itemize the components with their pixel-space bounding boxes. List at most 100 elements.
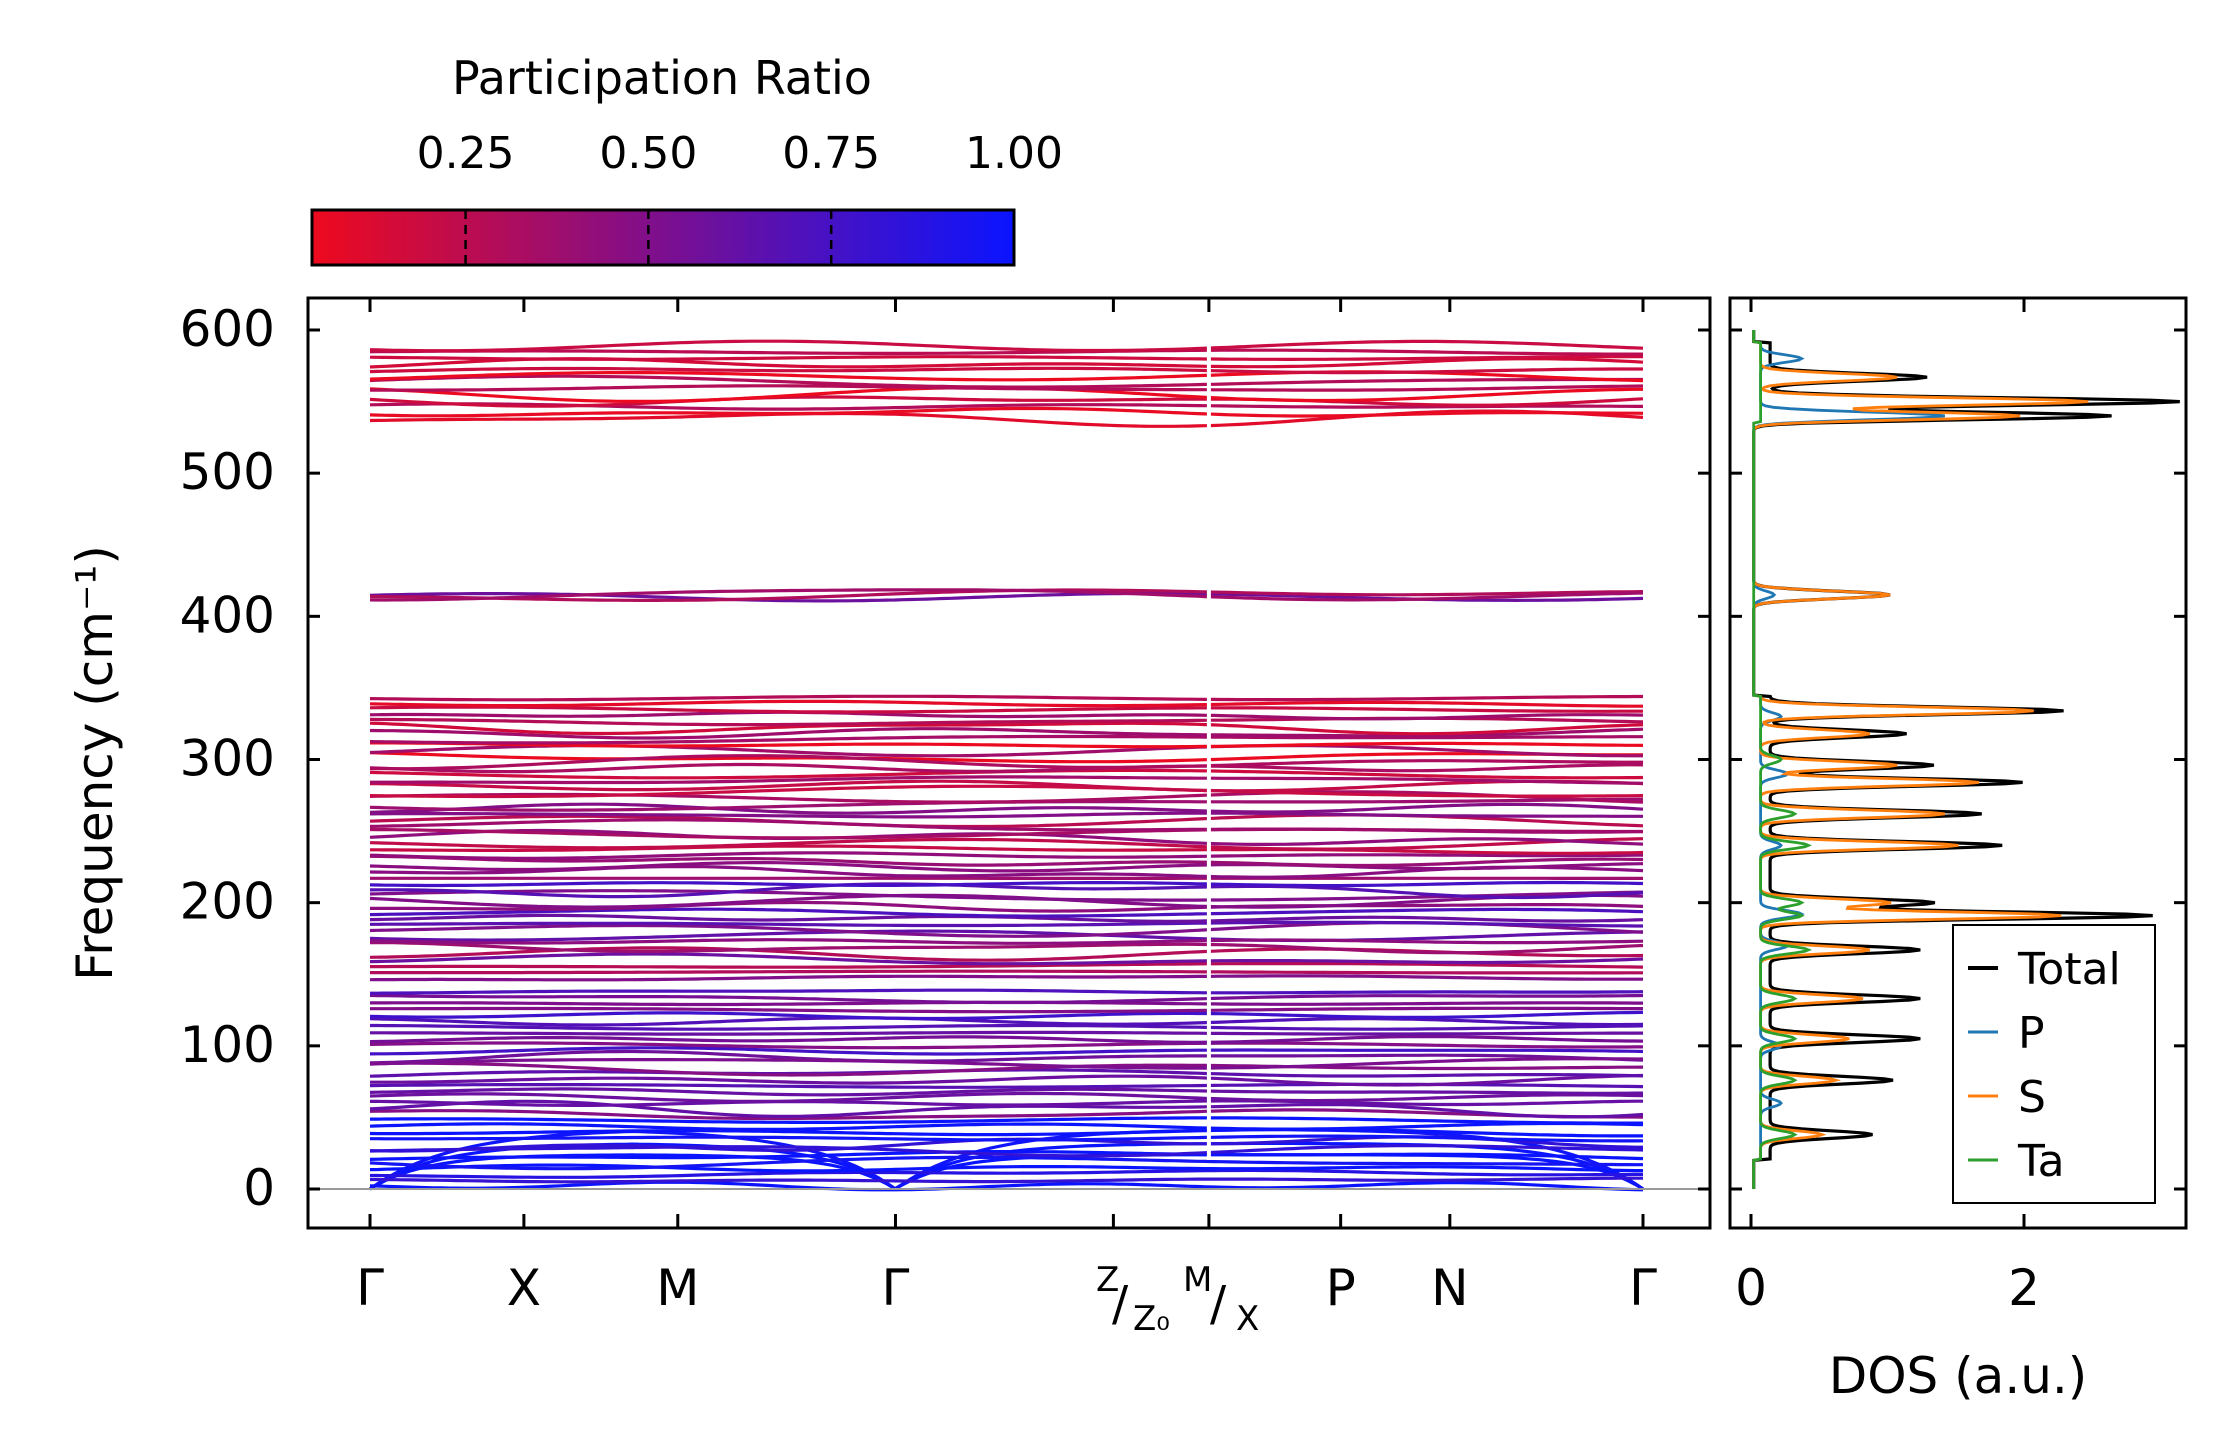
optical-band <box>369 1010 1644 1021</box>
dos-x-tick-label: 0 <box>1735 1259 1767 1317</box>
optical-band <box>369 694 1643 702</box>
optical-band <box>370 969 1643 975</box>
optical-band <box>369 339 1644 353</box>
optical-band <box>369 993 1644 1005</box>
kpoint-label-m: M <box>1183 1260 1212 1300</box>
legend-label-ta: Ta <box>2017 1136 2065 1187</box>
optical-band <box>369 1087 1643 1097</box>
optical-band <box>369 1091 1644 1103</box>
optical-band <box>369 710 1644 721</box>
kpoint-label-slash-2: / <box>1210 1276 1227 1332</box>
optical-band <box>369 1035 1644 1044</box>
dos-x-axis-label: DOS (a.u.) <box>1829 1347 2088 1405</box>
optical-band <box>369 406 1644 418</box>
kpoint-label: Γ <box>882 1259 910 1317</box>
optical-band <box>369 1108 1644 1121</box>
dos-curves <box>1752 330 2180 1189</box>
legend: Total PS Ta <box>1952 924 2156 1204</box>
optical-band <box>370 775 1644 785</box>
colorbar-tick-label: 1.00 <box>965 128 1063 179</box>
dos-series-ta <box>1752 330 1812 1189</box>
colorbar-tick-labels: 0.25 0.50 0.75 1.00 <box>417 128 1063 179</box>
optical-band <box>369 854 1644 868</box>
colorbar-title: Participation Ratio <box>452 51 872 105</box>
optical-band <box>369 1155 1643 1171</box>
legend-label-total: Total <box>2017 944 2121 995</box>
optical-band <box>369 1150 1644 1161</box>
optical-band <box>369 974 1643 982</box>
optical-band <box>369 779 1644 793</box>
y-tick-label: 400 <box>180 586 275 644</box>
optical-band <box>370 920 1643 928</box>
optical-band <box>369 588 1644 602</box>
optical-band <box>369 938 1644 945</box>
legend-frame <box>1952 924 2156 1204</box>
optical-band <box>369 374 1643 389</box>
optical-band <box>369 1144 1644 1158</box>
dos-axes-frame <box>1728 296 2188 1230</box>
optical-band <box>370 1073 1644 1087</box>
optical-band <box>370 741 1644 749</box>
optical-band <box>369 1163 1643 1173</box>
optical-band <box>369 811 1643 819</box>
colorbar-bar <box>310 208 1016 267</box>
kpoint-label-slash-1: / <box>1112 1276 1129 1332</box>
optical-band <box>369 880 1644 888</box>
optical-band <box>369 395 1644 408</box>
colorbar-ticks <box>464 210 833 265</box>
optical-band <box>369 818 1644 834</box>
optical-band <box>370 1134 1644 1143</box>
optical-band <box>369 1121 1644 1131</box>
optical-band <box>369 1180 1644 1192</box>
y-tick-label: 100 <box>180 1016 275 1074</box>
optical-band <box>370 988 1644 995</box>
optical-band <box>369 1068 1644 1078</box>
optical-band <box>369 837 1644 851</box>
colorbar-tick-label: 0.75 <box>782 128 880 179</box>
y-tick-label: 200 <box>180 873 275 931</box>
y-axis-label: Frequency (cm⁻¹) <box>66 545 124 981</box>
optical-band <box>370 1176 1643 1184</box>
kpoint-label: X <box>507 1259 541 1317</box>
kpoint-label: P <box>1326 1259 1356 1317</box>
optical-band <box>369 699 1643 708</box>
optical-band <box>370 1099 1643 1107</box>
dos-x-tick-label: 2 <box>2008 1259 2040 1317</box>
optical-band <box>369 727 1644 740</box>
optical-band <box>370 1030 1643 1036</box>
optical-band <box>369 907 1644 918</box>
kpoint-label-x2: X <box>1236 1299 1259 1339</box>
optical-band <box>370 900 1644 913</box>
kpoint-label: N <box>1431 1259 1468 1317</box>
optical-band <box>369 355 1643 361</box>
kpoint-label-z: Z <box>1096 1260 1119 1300</box>
optical-band <box>369 929 1644 943</box>
optical-band <box>370 962 1644 969</box>
z-z0-label: Z / Z₀ M / X <box>1096 1260 1259 1339</box>
optical-band <box>369 889 1644 902</box>
acoustic-band <box>369 1128 1644 1191</box>
optical-band <box>369 1016 1644 1027</box>
optical-band <box>369 348 1643 356</box>
y-tick-label: 0 <box>243 1159 275 1217</box>
optical-band <box>369 784 1644 799</box>
optical-band <box>369 952 1644 966</box>
kpoint-label: Γ <box>356 1259 384 1317</box>
optical-band <box>369 1046 1644 1056</box>
optical-band <box>370 941 1644 955</box>
band-axes-frame <box>306 296 1712 1230</box>
colorbar-tick-label: 0.25 <box>417 128 515 179</box>
optical-band <box>369 1057 1643 1070</box>
optical-band <box>369 851 1643 860</box>
optical-band <box>369 754 1643 771</box>
optical-band <box>369 409 1644 428</box>
optical-band <box>369 721 1644 736</box>
phonon-bands <box>369 339 1644 1192</box>
optical-band <box>369 1049 1644 1065</box>
optical-band <box>369 1061 1644 1077</box>
optical-band <box>370 844 1644 855</box>
optical-band <box>369 1127 1643 1138</box>
optical-band <box>369 734 1643 745</box>
